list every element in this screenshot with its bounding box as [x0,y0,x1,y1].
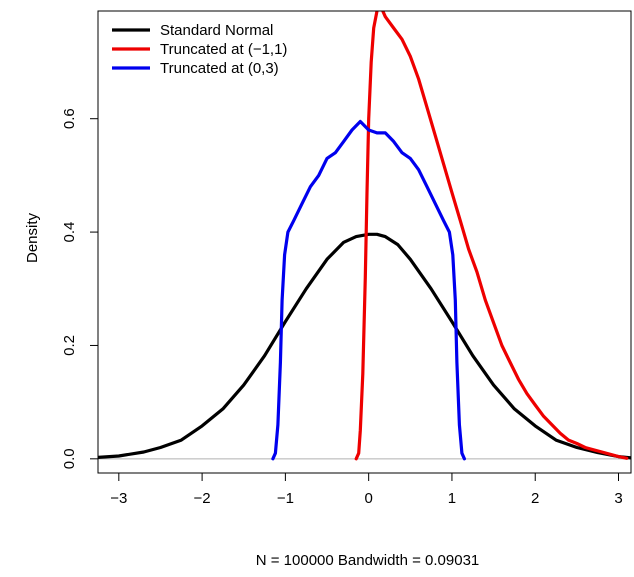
legend: Standard Normal Truncated at (−1,1) Trunca… [112,22,287,77]
series-layer [98,11,631,461]
x-tick-label: −3 [110,490,127,507]
legend-label: Truncated at (−1,1) [160,41,287,58]
x-tick-label: −1 [277,490,294,507]
x-axis: −3 −2 −1 0 1 2 3 [110,473,623,507]
y-tick-label: 0.2 [61,335,78,356]
y-axis-title: Density [24,212,41,263]
x-tick-label: 2 [531,490,539,507]
x-axis-title: N = 100000 Bandwidth = 0.09031 [256,552,480,569]
x-tick-label: 3 [614,490,622,507]
legend-label: Standard Normal [160,22,273,39]
series-line-2 [354,11,629,461]
x-tick-label: 0 [364,490,372,507]
legend-label: Truncated at (0,3) [160,60,279,77]
y-tick-label: 0.4 [61,222,78,243]
y-tick-label: 0.0 [61,448,78,469]
y-tick-label: 0.6 [61,108,78,129]
series-line-1 [98,232,631,460]
series-line-3 [271,119,466,461]
y-axis: 0.0 0.2 0.4 0.6 [61,108,98,469]
plot-frame [97,10,632,474]
x-tick-label: −2 [194,490,211,507]
x-tick-label: 1 [448,490,456,507]
